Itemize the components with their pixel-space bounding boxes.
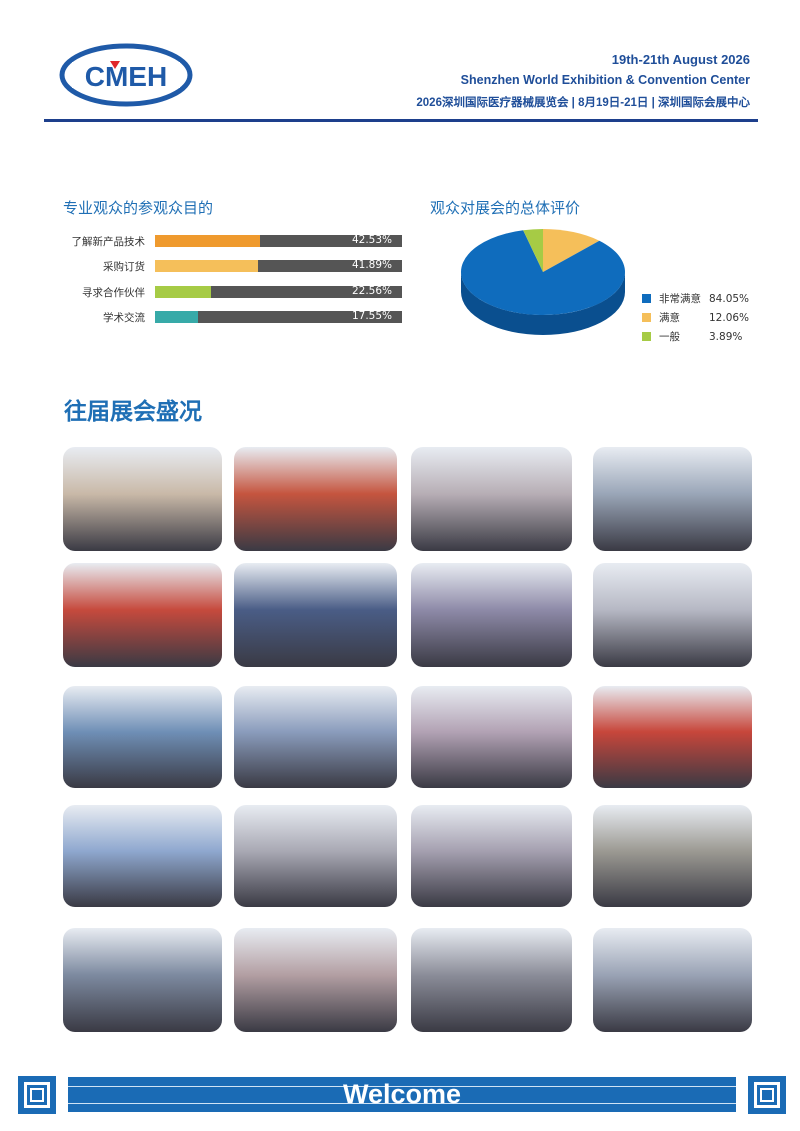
gallery-title: 往届展会盛况 [64, 399, 202, 425]
legend-swatch [642, 332, 651, 341]
bar-track: 22.56% [155, 285, 402, 298]
photo-booths-hall [593, 563, 752, 667]
photo-visitors-talking [63, 447, 222, 551]
photo-exhibition-aisle [234, 447, 397, 551]
legend-label: 一般 [659, 331, 680, 343]
left-square-ornament [18, 1076, 56, 1114]
bar-chart-title: 专业观众的参观众目的 [63, 199, 214, 217]
bar-value-label: 42.53% [351, 234, 392, 246]
legend-swatch [642, 294, 651, 303]
photo-booths-red [63, 563, 222, 667]
bar-fill [155, 235, 261, 247]
pie-slice-1 [543, 229, 600, 272]
bar-label: 学术交流 [103, 312, 145, 324]
legend-value: 12.06% [709, 311, 750, 324]
header-divider [44, 119, 758, 122]
photo-visitors-group [63, 928, 222, 1032]
bar-value-label: 41.89% [351, 259, 392, 271]
bar-fill [155, 260, 259, 272]
photo-booths-red [593, 686, 752, 788]
photo-crowd-hall [234, 805, 397, 907]
photo-booth-white [234, 686, 397, 788]
legend-value: 3.89% [709, 330, 743, 343]
event-info-cn: 2026深圳国际医疗器械展览会 | 8月19日-21日 | 深圳国际会展中心 [416, 97, 750, 109]
bar-label: 了解新产品技术 [71, 236, 146, 248]
bar-fill [155, 311, 199, 323]
photo-crowd-hall [411, 928, 572, 1032]
bar-label: 寻求合作伙伴 [82, 287, 145, 299]
bar-value-label: 17.55% [351, 310, 392, 322]
welcome-banner: Welcome [68, 1077, 736, 1112]
bar-label: 采购订货 [103, 261, 145, 273]
photo-crowd-hall [234, 928, 397, 1032]
bar-track: 42.53% [155, 234, 402, 247]
photo-bgi-booth [63, 805, 222, 907]
photo-crowd-hall [411, 447, 572, 551]
photo-crowd-hall [411, 805, 572, 907]
photo-cotaus-booth [234, 563, 397, 667]
photo-visitors-walking [411, 686, 572, 788]
legend-swatch [642, 313, 651, 322]
right-square-ornament [748, 1076, 786, 1114]
pie-chart-title: 观众对展会的总体评价 [430, 199, 581, 217]
cmeh-logo: CMEH [59, 43, 193, 107]
photo-booths-hall [593, 928, 752, 1032]
welcome-text: Welcome [342, 1079, 462, 1109]
pie-slice-0 [461, 230, 625, 315]
event-date: 19th-21th August 2026 [611, 52, 750, 67]
legend-value: 84.05% [709, 292, 750, 305]
legend-item: 非常满意 84.05% [642, 291, 749, 306]
pie-side [461, 272, 625, 335]
legend-item: 满意 12.06% [642, 310, 749, 325]
bar-track: 41.89% [155, 259, 402, 272]
legend-item: 一般 3.89% [642, 329, 742, 344]
bar-value-label: 22.56% [351, 285, 392, 297]
bar-track: 17.55% [155, 310, 402, 323]
legend-label: 非常满意 [659, 293, 701, 305]
pie-chart [461, 229, 625, 335]
svg-text:CMEH: CMEH [85, 61, 167, 92]
photo-crowd-hall [593, 447, 752, 551]
legend-label: 满意 [659, 312, 680, 324]
event-venue: Shenzhen World Exhibition & Convention C… [460, 73, 750, 87]
photo-crowd-hall [411, 563, 572, 667]
bar-fill [155, 286, 211, 298]
photo-booths-blue [63, 686, 222, 788]
pie-slice-2 [523, 229, 543, 272]
photo-visitors-group [593, 805, 752, 907]
